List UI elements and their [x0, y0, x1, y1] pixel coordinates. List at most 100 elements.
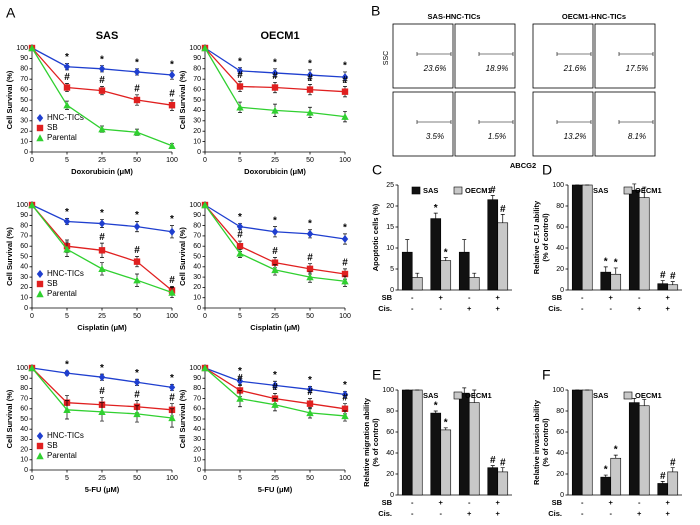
y-axis-label: (% of control)	[541, 213, 550, 262]
panel-letter: B	[371, 3, 380, 19]
y-axis-label: SSC	[383, 51, 390, 65]
significance-mark: #	[500, 204, 506, 215]
marker	[236, 66, 244, 75]
marker	[133, 222, 141, 231]
y-tick-label: 0	[197, 305, 201, 312]
marker	[36, 290, 44, 298]
significance-mark: *	[135, 368, 139, 379]
y-tick-label: 80	[193, 66, 201, 73]
y-tick-label: 20	[193, 284, 201, 291]
bar	[610, 273, 622, 291]
marker	[133, 258, 141, 265]
x-tick-label: 0	[203, 313, 207, 320]
marker	[201, 201, 209, 209]
panel-letter: F	[542, 367, 551, 383]
bar	[657, 483, 669, 496]
significance-mark: #	[272, 71, 278, 82]
histogram-frame	[594, 91, 656, 157]
chart-title: SAS	[96, 30, 119, 42]
marker	[36, 452, 44, 460]
marker	[133, 276, 141, 284]
y-tick-label: 40	[556, 450, 564, 457]
y-tick-label: 20	[556, 471, 564, 478]
y-tick-label: 10	[20, 295, 28, 302]
x-axis-label: 5-FU (μM)	[85, 485, 120, 494]
gate-percentage: 1.5%	[488, 132, 506, 141]
y-axis-label: Cell Survival (%)	[5, 70, 14, 129]
condition-value: +	[467, 509, 472, 518]
condition-value: -	[581, 509, 584, 518]
significance-mark: *	[273, 57, 277, 68]
significance-mark: #	[169, 275, 175, 286]
marker	[98, 125, 106, 133]
x-tick-label: 0	[30, 313, 34, 320]
significance-mark: #	[670, 457, 676, 468]
marker	[36, 442, 44, 450]
condition-value: -	[610, 509, 613, 518]
marker	[36, 114, 44, 122]
marker	[271, 84, 279, 91]
marker	[168, 227, 176, 236]
marker	[306, 229, 314, 238]
x-tick-label: 0	[30, 157, 34, 164]
significance-mark: #	[660, 270, 666, 281]
histogram-frame	[392, 91, 454, 157]
marker	[271, 381, 279, 390]
significance-mark: *	[434, 203, 438, 214]
condition-value: +	[496, 509, 501, 518]
y-tick-label: 100	[552, 387, 564, 394]
x-tick-label: 50	[133, 157, 141, 164]
y-tick-label: 0	[560, 492, 564, 499]
error-bar	[490, 465, 495, 468]
bar	[487, 199, 499, 291]
condition-name: Cis.	[378, 509, 392, 518]
marker	[98, 408, 106, 416]
significance-mark: *	[238, 212, 242, 223]
y-tick-label: 80	[20, 66, 28, 73]
condition-value: -	[411, 293, 414, 302]
marker	[306, 409, 314, 417]
bar	[468, 402, 480, 496]
y-tick-label: 60	[193, 406, 201, 413]
error-bar	[613, 454, 618, 459]
condition-value: -	[581, 498, 584, 507]
x-tick-label: 100	[166, 313, 178, 320]
condition-name: SB	[552, 498, 563, 507]
significance-mark: *	[308, 58, 312, 69]
bar	[411, 277, 423, 291]
marker	[133, 378, 141, 387]
y-tick-label: 60	[193, 243, 201, 250]
significance-mark: #	[490, 455, 496, 466]
y-tick-label: 30	[20, 274, 28, 281]
gate	[618, 52, 654, 56]
gate	[556, 120, 592, 124]
bar	[628, 189, 640, 291]
legend-label: OECM1	[465, 186, 492, 195]
marker	[98, 247, 106, 254]
y-tick-label: 0	[390, 492, 394, 499]
condition-value: +	[666, 293, 671, 302]
y-tick-label: 60	[20, 243, 28, 250]
condition-value: +	[666, 498, 671, 507]
bar	[600, 271, 612, 291]
y-tick-label: 10	[386, 245, 394, 252]
legend-swatch	[411, 186, 421, 195]
y-tick-label: 100	[189, 202, 201, 209]
y-tick-label: 25	[386, 182, 394, 189]
y-tick-label: 10	[193, 295, 201, 302]
significance-mark: #	[307, 252, 313, 263]
gate-percentage: 3.5%	[426, 132, 444, 141]
marker	[341, 412, 349, 420]
bar	[638, 197, 650, 291]
condition-value: -	[581, 304, 584, 313]
y-tick-label: 90	[20, 55, 28, 62]
y-tick-label: 10	[20, 457, 28, 464]
significance-mark: *	[614, 445, 618, 456]
marker	[28, 364, 36, 372]
histogram-frame	[532, 91, 594, 157]
y-tick-label: 100	[16, 45, 28, 52]
x-tick-label: 50	[133, 313, 141, 320]
panel-letter: C	[372, 162, 382, 178]
group-title: OECM1-HNC-TICs	[562, 12, 626, 21]
significance-mark: #	[342, 392, 348, 403]
